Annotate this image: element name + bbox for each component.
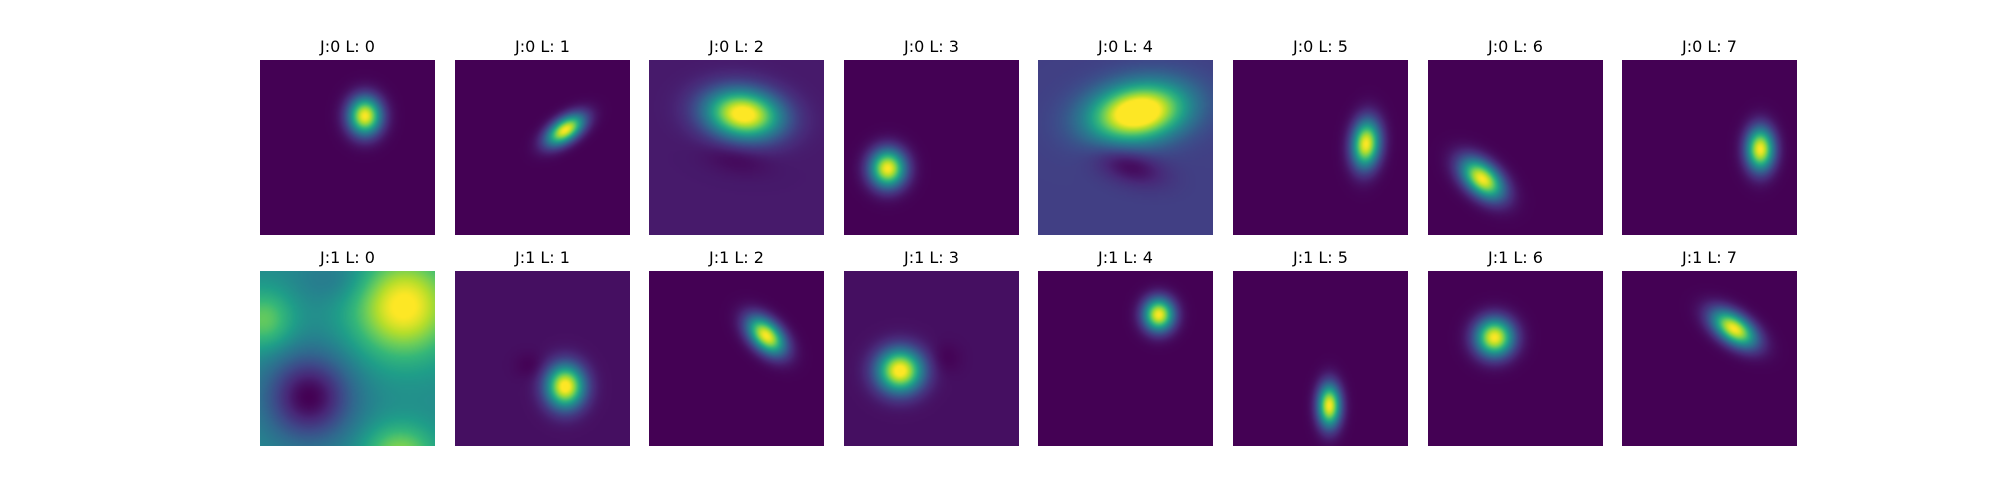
heatmap-image — [1038, 271, 1213, 446]
heatmap-image — [455, 60, 630, 235]
heatmap-panel: J:1 L: 5 — [1233, 248, 1408, 446]
panel-title: J:0 L: 2 — [708, 37, 764, 56]
heatmap-image — [1428, 271, 1603, 446]
panel-title: J:0 L: 0 — [319, 37, 375, 56]
heatmap-panel: J:1 L: 7 — [1622, 248, 1797, 446]
heatmap-panel: J:1 L: 3 — [844, 248, 1019, 446]
heatmap-image — [1038, 60, 1213, 235]
heatmap-panel: J:0 L: 0 — [260, 37, 435, 235]
panel-title: J:0 L: 3 — [903, 37, 959, 56]
panel-title: J:1 L: 3 — [903, 248, 959, 267]
panel-title: J:0 L: 6 — [1487, 37, 1543, 56]
panel-title: J:1 L: 1 — [514, 248, 570, 267]
heatmap-panel: J:0 L: 6 — [1428, 37, 1603, 235]
heatmap-panel: J:1 L: 1 — [455, 248, 630, 446]
heatmap-panel: J:1 L: 6 — [1428, 248, 1603, 446]
heatmap-image — [260, 60, 435, 235]
panel-title: J:1 L: 7 — [1681, 248, 1737, 267]
heatmap-image — [844, 271, 1019, 446]
heatmap-panel: J:1 L: 2 — [649, 248, 824, 446]
heatmap-image — [1428, 60, 1603, 235]
heatmap-image — [1233, 60, 1408, 235]
heatmap-panel: J:0 L: 7 — [1622, 37, 1797, 235]
heatmap-panel: J:0 L: 3 — [844, 37, 1019, 235]
heatmap-image — [1622, 60, 1797, 235]
heatmap-image — [649, 60, 824, 235]
panel-title: J:1 L: 0 — [319, 248, 375, 267]
heatmap-image — [844, 60, 1019, 235]
heatmap-image — [260, 271, 435, 446]
panel-title: J:0 L: 7 — [1681, 37, 1737, 56]
heatmap-panel: J:0 L: 4 — [1038, 37, 1213, 235]
panel-title: J:0 L: 4 — [1097, 37, 1153, 56]
heatmap-image — [649, 271, 824, 446]
heatmap-image — [455, 271, 630, 446]
panel-grid: J:0 L: 0 J:0 L: 1 J:0 L: 2 J:0 L: 3 J:0 L: 4… — [260, 37, 1797, 446]
panel-title: J:1 L: 2 — [708, 248, 764, 267]
heatmap-image — [1622, 271, 1797, 446]
heatmap-panel: J:1 L: 4 — [1038, 248, 1213, 446]
heatmap-panel: J:0 L: 2 — [649, 37, 824, 235]
panel-title: J:0 L: 1 — [514, 37, 570, 56]
panel-title: J:1 L: 5 — [1292, 248, 1348, 267]
heatmap-panel: J:1 L: 0 — [260, 248, 435, 446]
heatmap-panel: J:0 L: 5 — [1233, 37, 1408, 235]
panel-title: J:0 L: 5 — [1292, 37, 1348, 56]
heatmap-image — [1233, 271, 1408, 446]
heatmap-panel: J:0 L: 1 — [455, 37, 630, 235]
panel-title: J:1 L: 6 — [1487, 248, 1543, 267]
panel-title: J:1 L: 4 — [1097, 248, 1153, 267]
